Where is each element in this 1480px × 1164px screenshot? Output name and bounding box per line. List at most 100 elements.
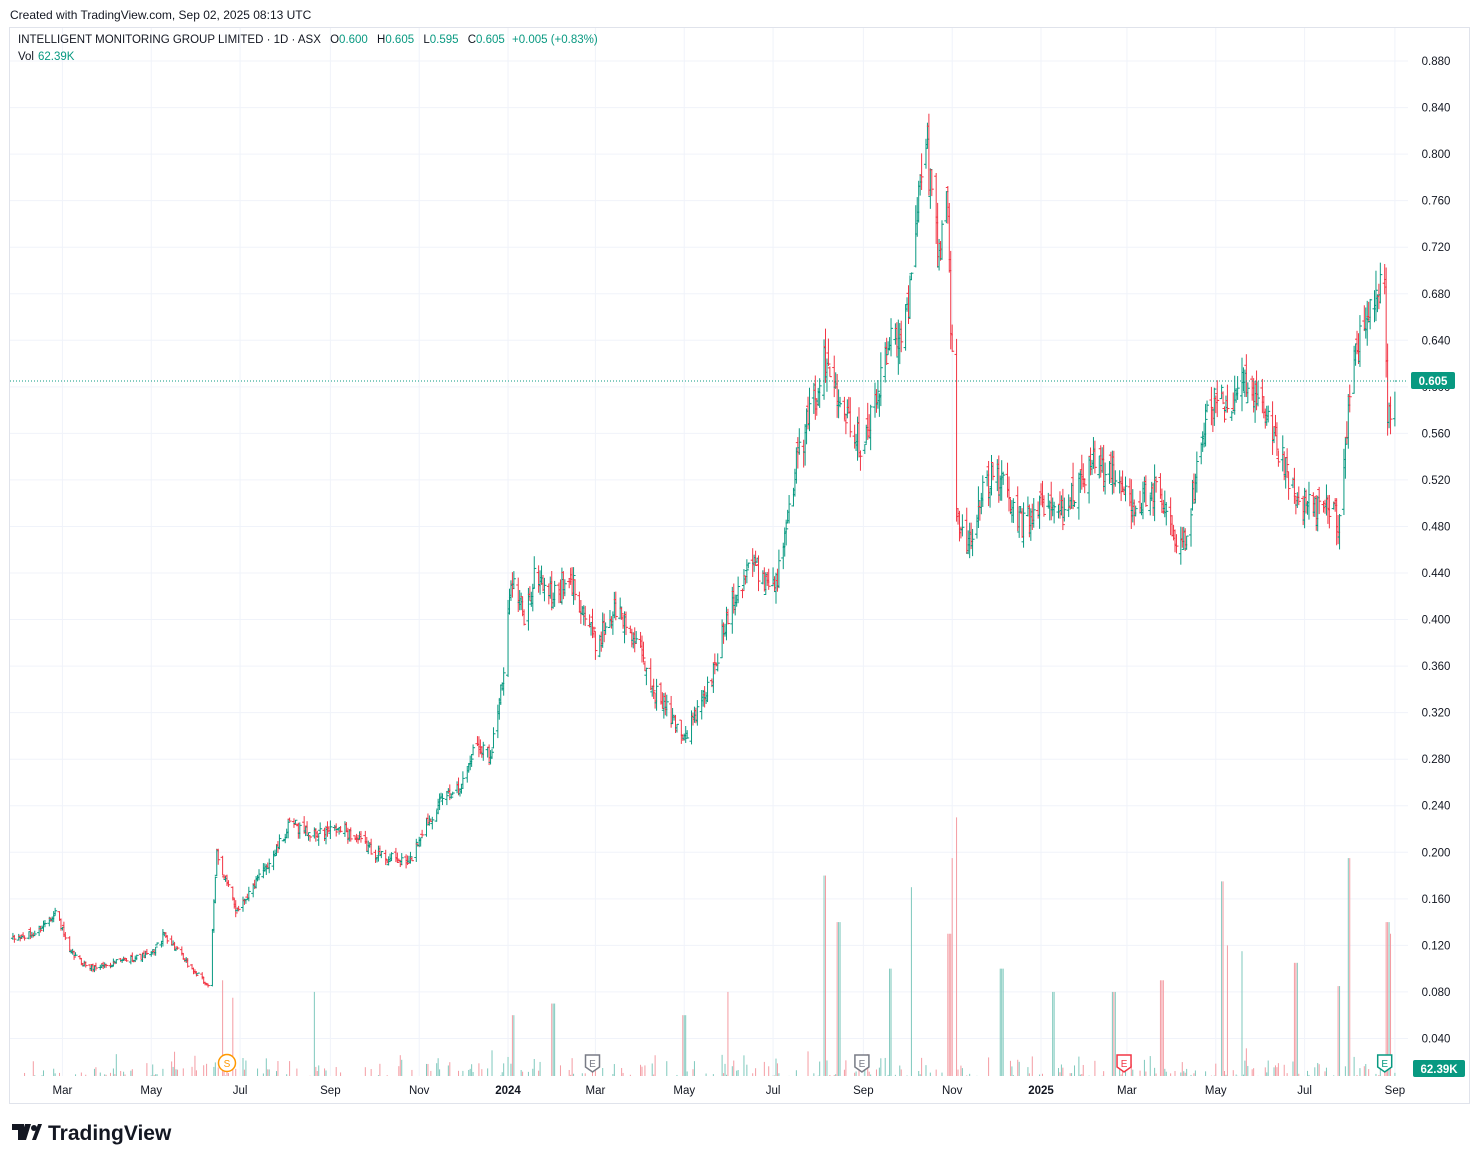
y-tick-label: 0.800: [1422, 149, 1451, 161]
volume-bar: [776, 1063, 778, 1076]
volume-bar: [731, 1066, 733, 1076]
volume-bar: [1215, 1063, 1217, 1076]
volume-bar: [1283, 1064, 1285, 1076]
volume-bar: [1143, 1059, 1145, 1076]
x-tick-label: Jul: [1297, 1085, 1312, 1097]
volume-bar: [468, 1069, 470, 1076]
volume-bar: [95, 1067, 97, 1076]
volume-bar: [112, 1068, 114, 1076]
volume-bar: [644, 1065, 646, 1076]
y-tick-label: 0.120: [1422, 940, 1451, 952]
volume-bar: [296, 1068, 298, 1076]
volume-bar: [1317, 1062, 1319, 1076]
volume-bar: [1078, 1056, 1080, 1076]
volume-bar: [551, 1003, 553, 1076]
last-price-text: 0.605: [1419, 376, 1448, 388]
volume-bar: [875, 1069, 877, 1076]
volume-bar: [1194, 1070, 1196, 1076]
volume-bar: [80, 1072, 82, 1076]
volume-bar: [265, 1058, 267, 1076]
volume-bar: [559, 1065, 561, 1076]
volume-bar: [843, 1069, 845, 1076]
volume-bar: [171, 1061, 173, 1076]
volume-bar: [277, 1061, 279, 1076]
volume-bar: [1161, 980, 1163, 1076]
y-tick-label: 0.240: [1422, 801, 1451, 813]
volume-bar: [1267, 1060, 1269, 1076]
volume-bar: [581, 1073, 583, 1076]
volume-bar: [42, 1070, 44, 1076]
volume-bar: [795, 1070, 797, 1076]
volume-bar: [162, 1068, 164, 1076]
volume-bar: [999, 968, 1001, 1076]
earnings-event-marker: [1376, 1054, 1393, 1073]
volume-bar: [629, 1074, 631, 1076]
volume-bar: [1264, 1067, 1266, 1076]
volume-bar: [458, 1070, 460, 1076]
volume-bar: [1155, 1073, 1157, 1076]
volume-bar: [214, 1062, 216, 1076]
volume-bar: [570, 1074, 572, 1076]
volume-bar: [1205, 1071, 1207, 1076]
volume-bar: [469, 1068, 471, 1076]
volume-bar: [676, 1074, 678, 1076]
volume-bar: [1318, 1064, 1320, 1076]
volume-bar: [54, 1073, 56, 1076]
y-tick-label: 0.720: [1422, 242, 1451, 254]
volume-bar: [379, 1063, 381, 1076]
volume-bar: [1242, 1074, 1244, 1076]
volume-bar: [245, 1060, 247, 1076]
volume-bar: [1002, 968, 1004, 1076]
volume-bar: [1385, 922, 1387, 1076]
volume-bar: [1058, 1068, 1059, 1076]
volume-bar: [123, 1071, 125, 1076]
volume-bar: [1276, 1067, 1278, 1076]
volume-bar: [988, 1057, 990, 1076]
volume-bar: [833, 1075, 835, 1076]
volume-bar: [124, 1074, 126, 1076]
volume-bar: [584, 1073, 586, 1076]
volume-bar: [921, 1057, 923, 1076]
volume-bar: [1119, 1069, 1121, 1076]
volume-bar: [105, 1074, 107, 1076]
volume-bar: [1347, 858, 1349, 1076]
x-tick-label: May: [673, 1085, 695, 1097]
volume-bar: [1375, 1073, 1377, 1076]
x-tick-label: Mar: [586, 1085, 606, 1097]
volume-bar: [75, 1074, 77, 1076]
volume-bar: [622, 1072, 624, 1076]
volume-bar: [612, 1074, 614, 1076]
y-tick-label: 0.320: [1422, 708, 1451, 720]
x-tick-label: May: [1205, 1085, 1227, 1097]
volume-bar: [1081, 1074, 1083, 1076]
volume-bar: [1339, 986, 1341, 1076]
volume-bar: [858, 1066, 860, 1076]
volume-bar: [685, 1015, 687, 1076]
volume-bar: [929, 1072, 931, 1076]
volume-bar: [653, 1074, 655, 1076]
volume-bar: [1390, 933, 1392, 1076]
volume-bar: [835, 1074, 837, 1076]
change-value: +0.005 (+0.83%): [512, 34, 598, 46]
volume-bar: [1139, 1070, 1141, 1076]
volume-bar: [1296, 962, 1298, 1076]
volume-bar: [1274, 1065, 1276, 1076]
volume-bar: [918, 1071, 920, 1076]
volume-bar: [1353, 1056, 1355, 1076]
last-volume-badge: [1413, 1060, 1465, 1077]
volume-bar: [425, 1063, 427, 1076]
y-tick-label: 0.560: [1422, 428, 1451, 440]
volume-bar: [746, 1064, 748, 1076]
volume-bar: [316, 1071, 318, 1076]
volume-bar: [774, 1075, 776, 1076]
volume-bar: [854, 1072, 856, 1076]
volume-bar: [1011, 1066, 1013, 1076]
volume-bar: [666, 1061, 668, 1076]
volume-bar: [1017, 1059, 1019, 1076]
volume-bar: [472, 1071, 474, 1076]
volume-bar: [733, 1060, 735, 1076]
tradingview-logo[interactable]: TradingView: [12, 1122, 171, 1146]
volume-bar: [1164, 1068, 1166, 1076]
volume-bar: [724, 1063, 726, 1076]
